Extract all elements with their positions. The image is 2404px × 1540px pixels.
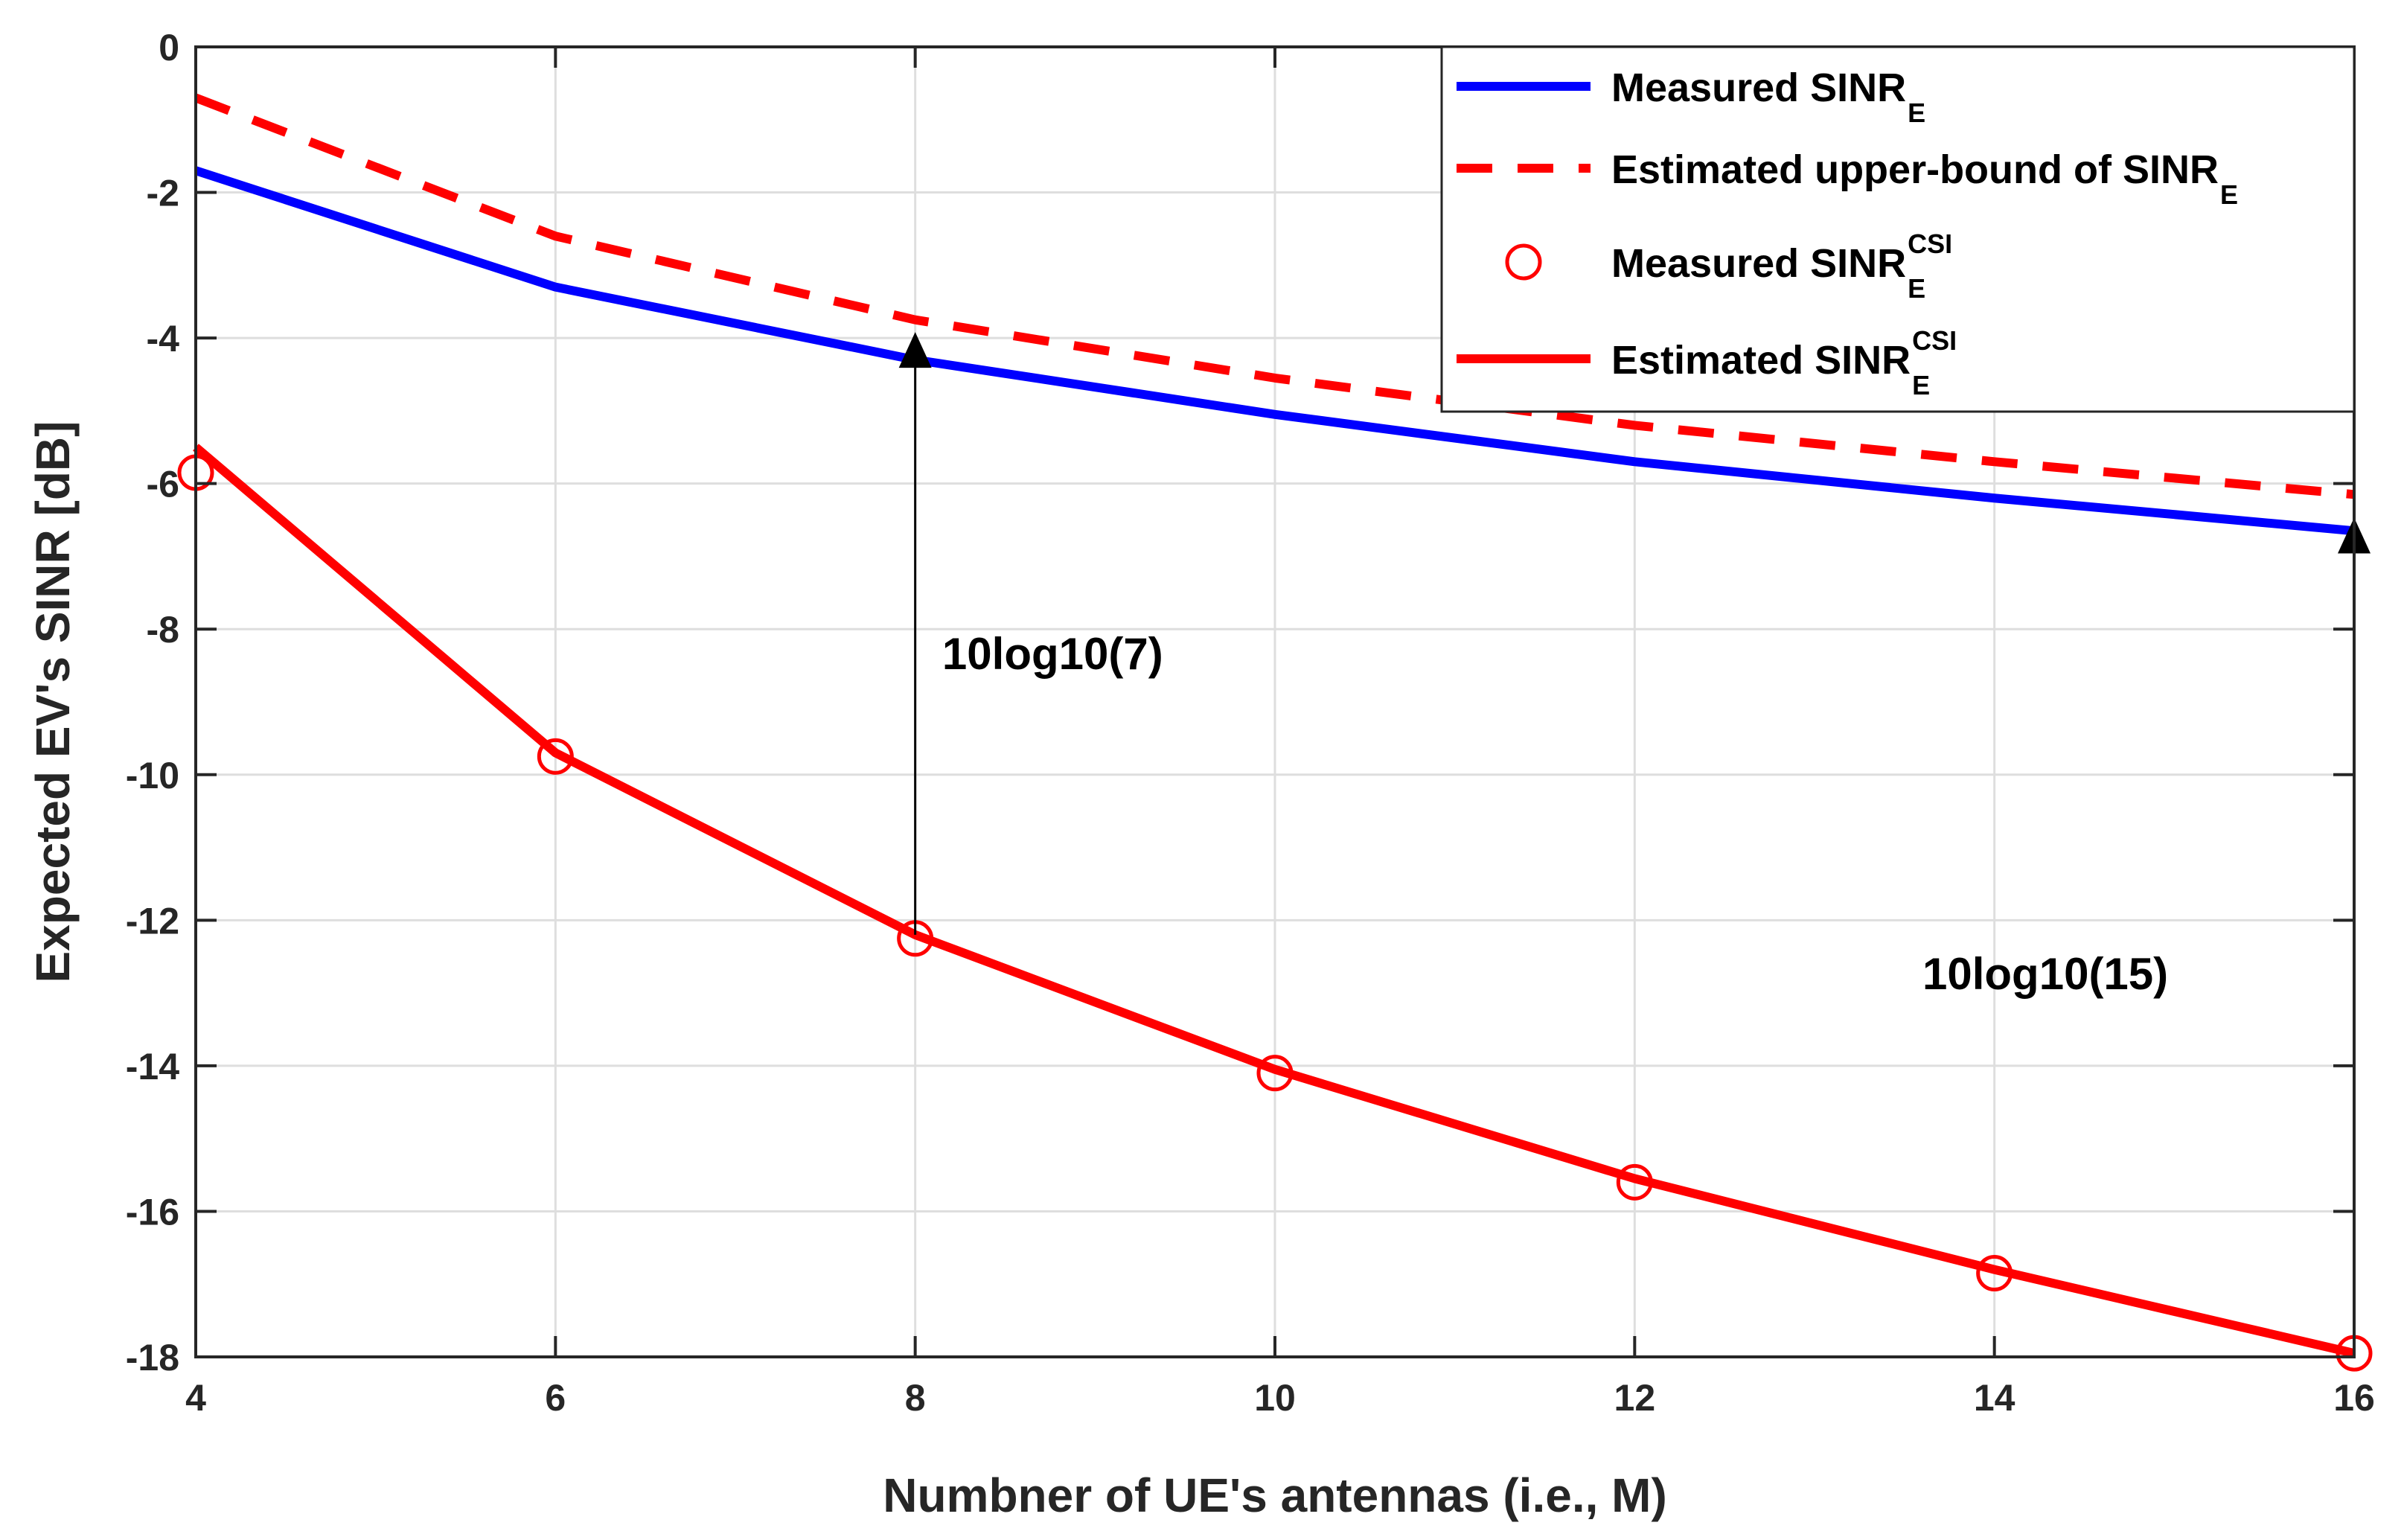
x-tick-label: 8 [905, 1377, 926, 1419]
tick-layer: 4 6 8 10 12 14 16 0 -2 -4 -6 -8 -10 -12 -14 -16 -18 [126, 27, 2375, 1419]
y-tick-label: -8 [147, 609, 179, 651]
legend-label-subscript: E [1908, 273, 1925, 304]
y-tick-label: -4 [147, 318, 180, 360]
legend-label: Measured SINR [1611, 66, 1906, 110]
legend-label: Estimated SINR [1611, 338, 1911, 383]
legend-label-subscript: E [1912, 370, 1930, 400]
y-tick-label: -16 [126, 1191, 179, 1233]
x-tick-label: 10 [1254, 1377, 1296, 1419]
x-tick-label: 6 [545, 1377, 566, 1419]
x-tick-label: 12 [1614, 1377, 1656, 1419]
legend-marker [1505, 243, 1542, 281]
y-tick-label: -6 [147, 464, 179, 505]
legend-box [1440, 45, 2356, 413]
annotation-arrow-head [898, 332, 932, 368]
x-tick-label: 14 [1974, 1377, 2015, 1419]
x-tick-label: 16 [2333, 1377, 2375, 1419]
annotation-text: 10log10(15) [1922, 949, 2168, 999]
y-tick-label: -2 [147, 173, 179, 214]
y-tick-label: -12 [126, 900, 179, 942]
legend-label-superscript: CSI [1908, 229, 1952, 259]
y-tick-label: -18 [126, 1337, 179, 1378]
y-tick-label: -10 [126, 755, 179, 796]
series-line-0 [194, 166, 2355, 536]
legend-label-superscript: CSI [1912, 325, 1957, 356]
legend-label-subscript: E [2220, 179, 2238, 210]
legend-label-subscript: E [1908, 98, 1925, 128]
x-axis-label: Numbner of UE's antennas (i.e., M) [883, 1469, 1667, 1522]
series-line-1 [194, 93, 2355, 499]
legend-label: Measured SINR [1611, 241, 1906, 286]
y-axis-label: Expected EV's SINR [dB] [26, 421, 80, 983]
y-tick-label: -14 [126, 1046, 179, 1087]
x-tick-label: 4 [185, 1377, 206, 1419]
y-tick-label: 0 [159, 27, 179, 68]
legend-label: Estimated upper-bound of SINR [1611, 147, 2219, 192]
annotation-text: 10log10(7) [942, 629, 1163, 679]
series-line-3 [193, 444, 2356, 1358]
